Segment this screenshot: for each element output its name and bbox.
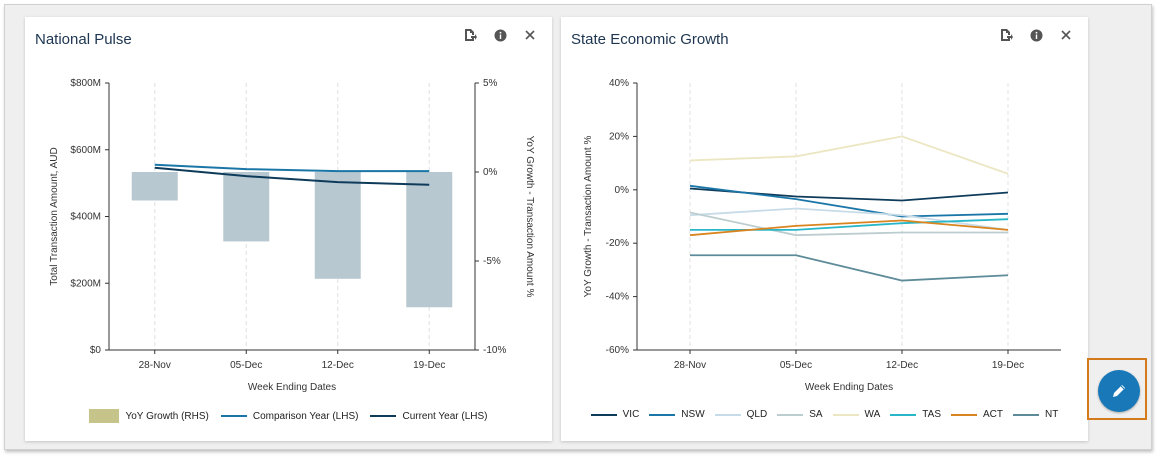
legend-label: SA <box>809 409 823 420</box>
yoy-growth-bar <box>131 172 178 201</box>
x-tick-label: 19-Dec <box>992 360 1024 371</box>
legend-item[interactable]: YoY Growth (RHS) <box>89 409 209 423</box>
yoy-growth-bar <box>406 172 453 308</box>
legend-swatch <box>89 409 120 423</box>
legend-item[interactable]: WA <box>832 409 881 420</box>
y-tick-label: -20% <box>606 238 629 249</box>
legend-swatch <box>1013 413 1040 416</box>
national-pulse-legend: YoY Growth (RHS) Comparison Year (LHS) Cur… <box>25 409 552 423</box>
close-icon[interactable] <box>522 27 538 43</box>
y-right-axis-title: YoY Growth - Transaction Amount % <box>524 136 535 298</box>
national-pulse-panel: National Pulse $0 $200M $400M $600M $800M -10… <box>25 17 552 441</box>
series-line-act <box>689 219 1009 237</box>
info-icon[interactable] <box>1028 27 1044 43</box>
panel-title: National Pulse <box>35 31 132 48</box>
x-tick-label: 12-Dec <box>322 360 354 371</box>
legend-swatch <box>951 413 978 416</box>
yoy-growth-bar <box>314 172 361 279</box>
legend-swatch <box>890 413 917 416</box>
legend-label: YoY Growth (RHS) <box>125 410 209 422</box>
y-tick-label: $800M <box>70 78 101 89</box>
y-tick-label: 40% <box>609 78 629 89</box>
y-axis-title: YoY Growth - Transaction Amount % <box>583 136 594 298</box>
legend-swatch <box>370 415 397 417</box>
edit-button-highlight <box>1087 358 1147 420</box>
y-right-tick-label: 0% <box>483 167 498 178</box>
x-tick-label: 12-Dec <box>886 360 918 371</box>
y-right-tick-label: 5% <box>483 78 498 89</box>
y-tick-label: 20% <box>609 131 629 142</box>
x-tick-label: 05-Dec <box>230 360 262 371</box>
y-tick-label: -40% <box>606 292 629 303</box>
state-economic-growth-legend: VIC NSW QLD SA WA TAS ACT NT <box>561 409 1088 420</box>
legend-label: QLD <box>746 409 768 420</box>
x-tick-label: 19-Dec <box>413 360 445 371</box>
legend-label: WA <box>864 409 881 420</box>
legend-item[interactable]: TAS <box>890 409 941 420</box>
y-right-tick-label: -10% <box>483 345 506 356</box>
legend-item[interactable]: ACT <box>951 409 1003 420</box>
legend-item[interactable]: QLD <box>714 409 768 420</box>
series-line-sa <box>689 211 1008 237</box>
y-tick-label: $400M <box>70 212 101 223</box>
x-axis-title: Week Ending Dates <box>805 382 893 393</box>
legend-swatch <box>220 415 247 417</box>
legend-label: Current Year (LHS) <box>402 410 488 422</box>
y-tick-label: $200M <box>70 278 101 289</box>
export-icon[interactable] <box>462 27 478 43</box>
series-line-tas <box>690 218 1009 231</box>
edit-button[interactable] <box>1098 370 1140 412</box>
legend-label: ACT <box>983 409 1004 420</box>
legend-label: TAS <box>922 409 942 420</box>
legend-item[interactable]: NT <box>1013 409 1058 420</box>
panel-toolbar <box>998 27 1074 43</box>
legend-swatch <box>777 413 804 416</box>
panel-title: State Economic Growth <box>571 31 729 48</box>
series-line-wa <box>689 135 1009 175</box>
panel-toolbar <box>462 27 538 43</box>
legend-swatch <box>714 413 741 416</box>
y-tick-label: 0% <box>615 185 630 196</box>
series-line-vic <box>689 187 1009 202</box>
series-line <box>154 166 430 186</box>
y-right-tick-label: -5% <box>483 256 501 267</box>
legend-item[interactable]: Current Year (LHS) <box>370 409 488 423</box>
info-icon[interactable] <box>492 27 508 43</box>
x-tick-label: 05-Dec <box>780 360 812 371</box>
x-tick-label: 28-Nov <box>674 360 706 371</box>
legend-item[interactable]: SA <box>777 409 823 420</box>
series-line-nsw <box>689 184 1009 218</box>
y-tick-label: $600M <box>70 145 101 156</box>
y-tick-label: -60% <box>606 345 629 356</box>
close-icon[interactable] <box>1058 27 1074 43</box>
legend-item[interactable]: Comparison Year (LHS) <box>220 409 359 423</box>
series-line <box>154 163 430 173</box>
state-economic-growth-panel: State Economic Growth -60% -40% -20% 0% 20% 4… <box>561 17 1088 441</box>
y-tick-label: $0 <box>90 345 102 356</box>
state-economic-growth-chart: -60% -40% -20% 0% 20% 40% 28-Nov 05-Dec 12-Dec 19… <box>583 78 1061 393</box>
legend-label: NSW <box>681 409 705 420</box>
export-icon[interactable] <box>998 27 1014 43</box>
yoy-growth-bar <box>223 172 270 242</box>
legend-swatch <box>649 413 676 416</box>
legend-swatch <box>590 413 617 416</box>
y-axis-title: Total Transaction Amount, AUD <box>49 147 60 285</box>
pencil-icon <box>1113 385 1125 397</box>
national-pulse-chart: $0 $200M $400M $600M $800M -10% -5% 0% 5% 28-Nov 0… <box>49 78 535 393</box>
series-line-qld <box>689 207 1009 231</box>
dashboard-canvas: National Pulse $0 $200M $400M $600M $800M -10… <box>4 4 1152 450</box>
legend-label: NT <box>1045 409 1059 420</box>
legend-swatch <box>832 413 859 416</box>
legend-label: VIC <box>622 409 640 420</box>
x-tick-label: 28-Nov <box>139 360 171 371</box>
legend-item[interactable]: NSW <box>649 409 705 420</box>
series-line-nt <box>690 254 1009 282</box>
legend-item[interactable]: VIC <box>590 409 640 420</box>
x-axis-title: Week Ending Dates <box>248 382 336 393</box>
legend-label: Comparison Year (LHS) <box>252 410 359 422</box>
